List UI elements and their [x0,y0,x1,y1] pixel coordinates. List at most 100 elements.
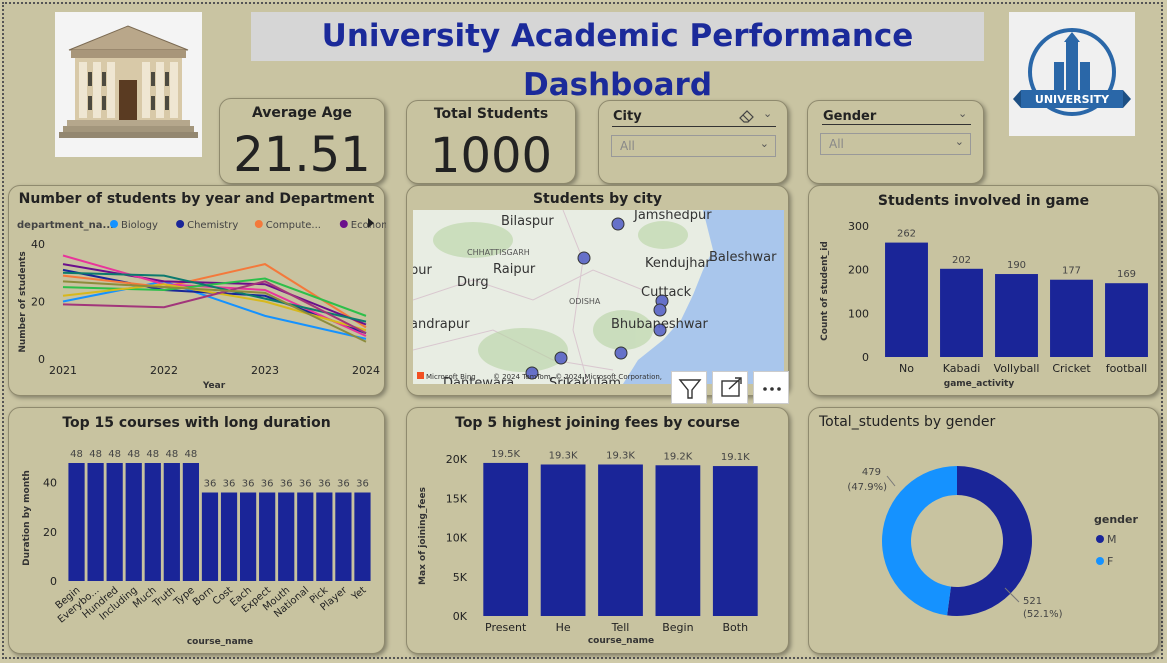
game-chart-svg: 0 100 200 300 262 No 202 Kabadi 190 Vollyball 177 C… [820,220,1148,389]
data-label: (47.9%) [847,482,887,493]
data-label: 48 [127,449,140,460]
map-label-baleshwar: Baleshwar [709,250,777,265]
donut-slice [947,466,1032,616]
data-label: 36 [261,479,274,490]
courses-chart-title: Top 15 courses with long duration [62,415,331,431]
bar [712,466,758,616]
y-axis-label: Duration by month [22,470,32,566]
data-label: 19.3K [549,450,578,461]
bar [182,463,200,581]
data-label: 48 [89,449,102,460]
y-tick-label: 0 [38,353,45,366]
y-tick-label: 20 [31,296,45,309]
line-series [62,277,367,317]
kpi-average-age-card: Average Age 21.51 [219,98,385,184]
university-logo-text: UNIVERSITY [1035,93,1110,106]
data-label: 202 [952,255,971,266]
x-tick-label: 2024 [352,364,380,377]
line-series [62,280,367,335]
map-bubble[interactable] [554,351,568,365]
y-tick-label: 15K [446,492,468,505]
legend-marker [176,220,185,228]
map-label-durg: Durg [457,275,489,290]
bar [940,268,983,357]
y-tick-label: 20 [43,526,57,539]
map-bubble[interactable] [653,323,667,337]
svg-text:pur: pur [413,263,432,278]
y-tick-label: 0 [50,575,57,588]
x-tick-label: Kabadi [943,362,981,375]
bar [885,242,928,357]
line-series [62,263,367,326]
x-tick-label: Tell [611,621,630,634]
data-label: 36 [242,479,255,490]
map-title: Students by city [532,191,663,207]
fees-chart-svg: 0K 5K 10K 15K 20K 19.5K Present 19.3K He 19.3K Tel… [418,449,758,646]
legend-next-icon [368,218,374,228]
map-bubble[interactable] [653,303,667,317]
bar [335,492,352,581]
y-axis-label: Count of student_id [820,241,830,341]
courses-chart-card: Top 15 courses with long duration 0 20 40 4… [8,407,385,654]
data-label: 36 [299,479,312,490]
university-logo: UNIVERSITY [1009,12,1135,136]
kpi-average-age-label: Average Age [251,105,353,121]
map-bing-label: Microsoft Bing [426,373,476,381]
x-axis-label: course_name [588,636,654,646]
x-tick-label: Vollyball [994,362,1040,375]
more-options-icon [763,387,781,391]
legend-marker [254,220,263,228]
y-tick-label: 100 [848,307,869,320]
city-dropdown-value: All [620,139,635,153]
map-bubble[interactable] [525,366,539,380]
map-label-cuttack: Cuttack [641,285,692,300]
data-label: 177 [1062,266,1081,277]
map-filter-button[interactable] [671,371,707,404]
x-tick-label: Cricket [1052,362,1091,375]
bar [125,463,142,581]
data-label: 36 [223,479,236,490]
gender-slicer-underline [822,124,971,125]
legend-item: M [1107,533,1117,546]
y-tick-label: 5K [453,571,468,584]
y-tick-label: 10K [446,532,468,545]
map-bubble[interactable] [614,346,628,360]
legend-item: F [1107,555,1113,568]
map-bubble[interactable] [611,217,625,231]
gender-slicer-chevron-icon[interactable]: ⌄ [958,107,968,120]
map-label-odisha: ODISHA [569,297,601,306]
y-tick-label: 40 [43,477,57,490]
data-label: 48 [108,449,121,460]
city-slicer-underline [612,126,776,127]
map-more-options-button[interactable] [753,371,789,404]
data-label: 36 [204,479,217,490]
students-by-city-map[interactable]: Jamshedpur Bilaspur CHHATTISGARH Kendujh… [413,210,784,384]
x-tick-label: No [899,362,914,375]
map-label-raipur: Raipur [493,262,536,277]
city-slicer-label: City [613,109,642,124]
map-label-chhattisgarh: CHHATTISGARH [467,248,530,257]
bar [239,492,257,581]
x-tick-label: Begin [662,621,693,634]
leader-line [886,475,896,487]
map-focus-button[interactable] [712,371,748,404]
city-slicer-chevron-icon[interactable]: ⌄ [763,107,773,120]
eraser-icon[interactable] [739,109,754,123]
line-series [62,263,367,329]
y-tick-label: 200 [848,264,869,277]
city-slicer: City ⌄ All ⌄ [598,100,788,184]
line-series [62,268,367,335]
y-tick-label: 0K [453,610,468,623]
map-bubble[interactable] [577,251,591,265]
gender-dropdown[interactable]: All ⌄ [820,133,971,155]
x-tick-label: 2021 [49,364,77,377]
line-chart-svg: department_na... Biology Chemistry Compute.… [17,218,386,391]
city-dropdown[interactable]: All ⌄ [611,135,776,157]
gender-donut-svg: 521 (52.1%) 479 (47.9%) gender MF [847,466,1139,620]
bar [354,492,371,581]
map-label-kendujhar: Kendujhar [645,256,711,271]
x-axis-label: course_name [187,637,253,647]
legend-title: gender [1094,513,1139,526]
x-tick-label: 2022 [150,364,178,377]
x-tick-label: Both [723,621,749,634]
